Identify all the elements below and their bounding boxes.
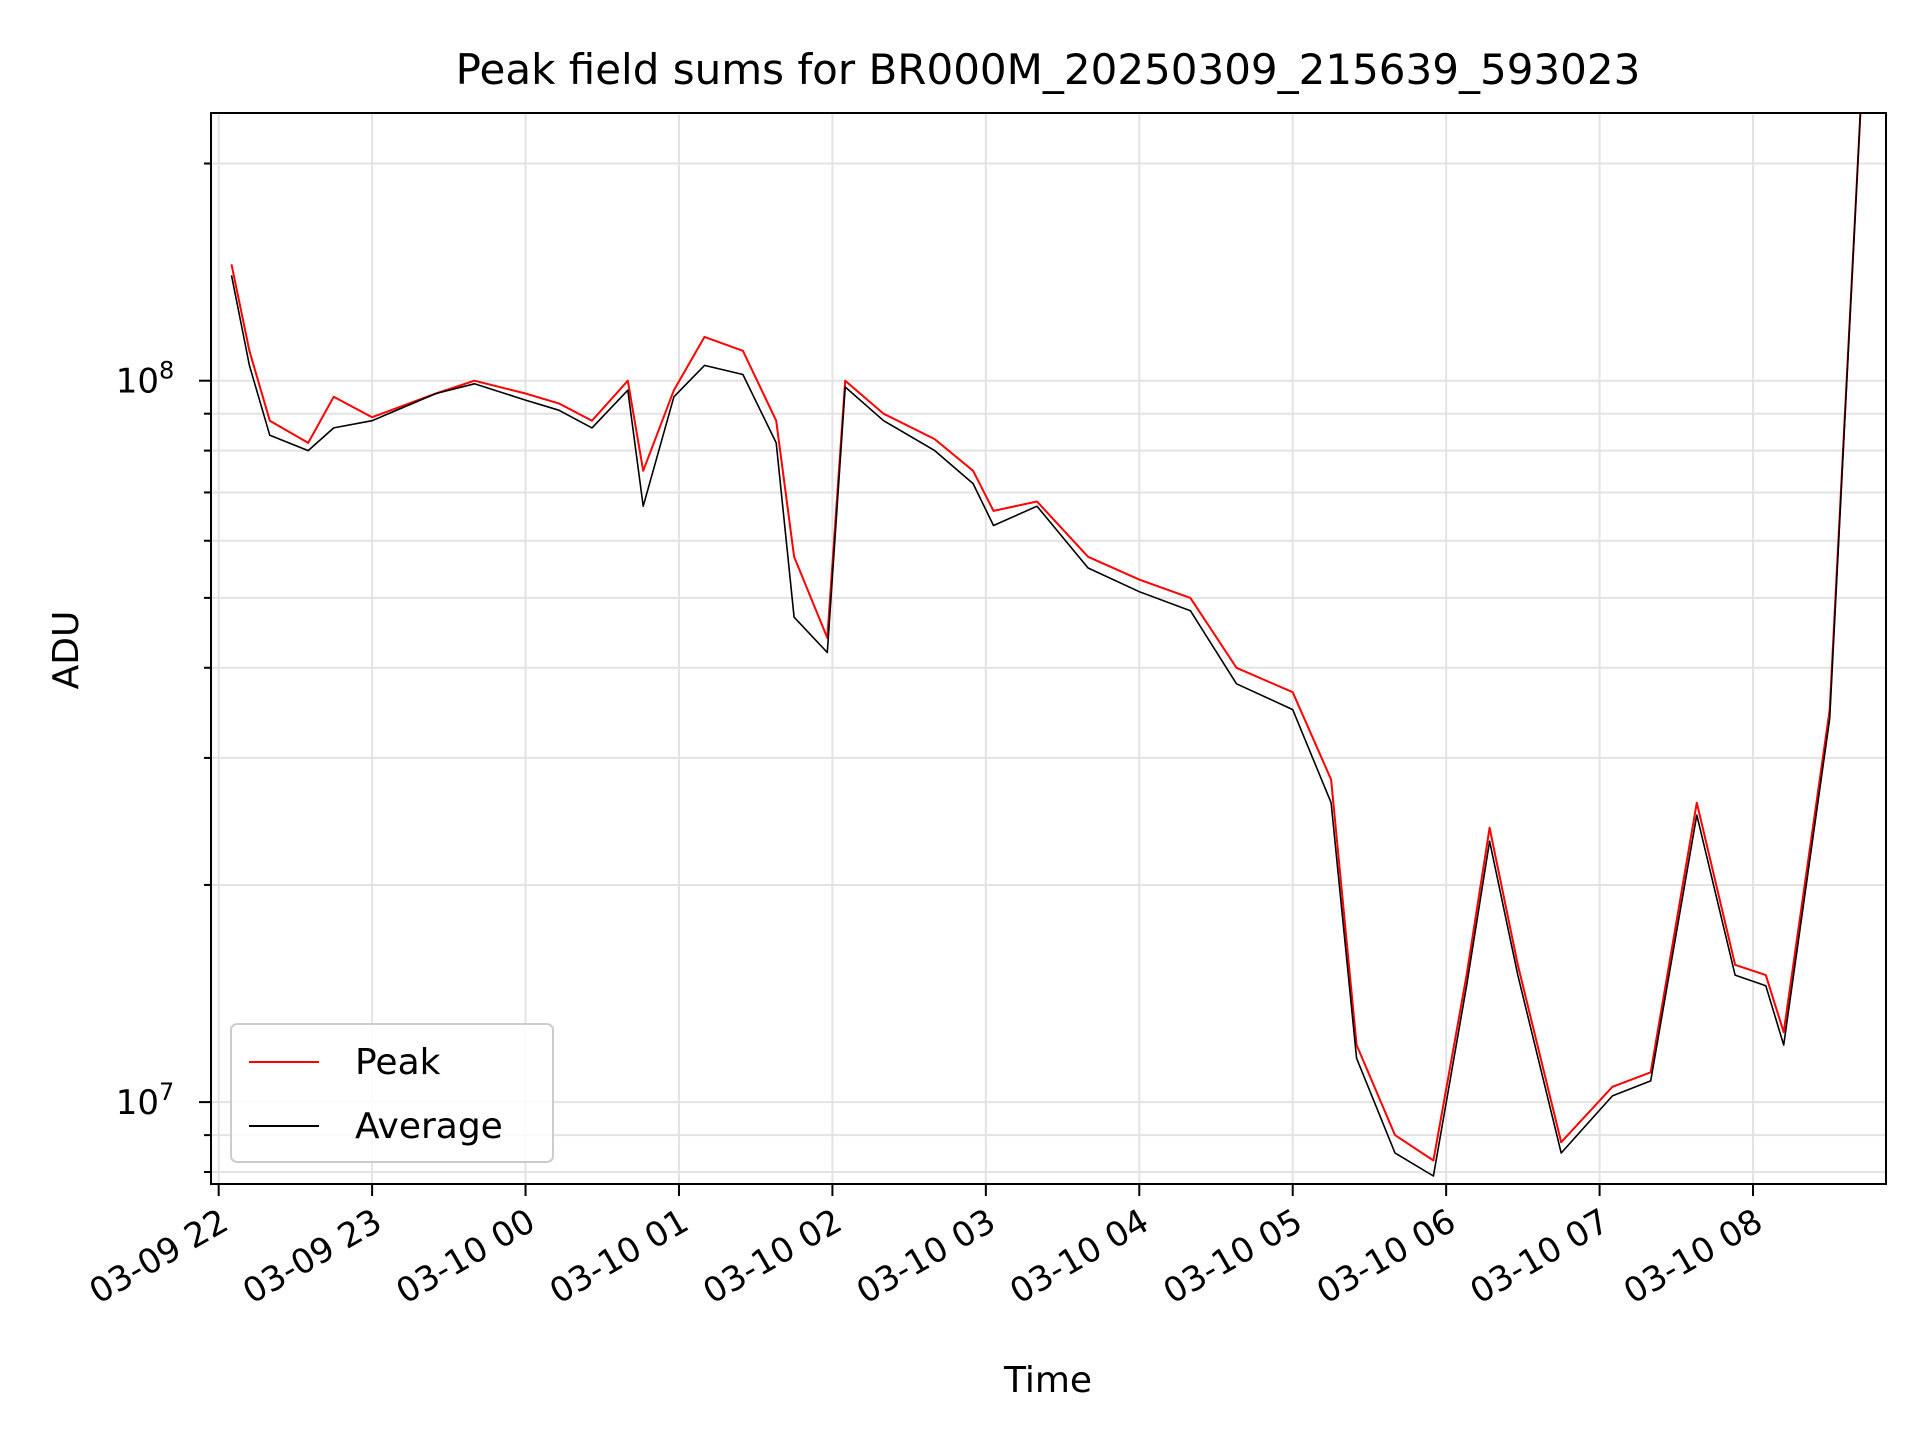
chart-title: Peak field sums for BR000M_20250309_2156… <box>456 45 1641 94</box>
grid <box>211 113 1886 1184</box>
x-axis-label: Time <box>1003 1360 1092 1401</box>
plot-area <box>230 113 1862 1177</box>
plot-frame <box>210 112 1887 1185</box>
y-axis: 107 108 <box>116 162 211 1174</box>
legend-label-average: Average <box>355 1106 503 1147</box>
legend: Peak Average <box>230 1023 554 1163</box>
series-line-average <box>230 113 1862 1177</box>
legend-label-peak: Peak <box>355 1042 441 1083</box>
legend-box <box>230 1023 554 1163</box>
series-line-peak <box>230 113 1862 1162</box>
y-tick-label: 107 <box>116 1078 175 1123</box>
y-axis-label: ADU <box>46 611 87 690</box>
y-tick-label: 108 <box>116 357 175 402</box>
